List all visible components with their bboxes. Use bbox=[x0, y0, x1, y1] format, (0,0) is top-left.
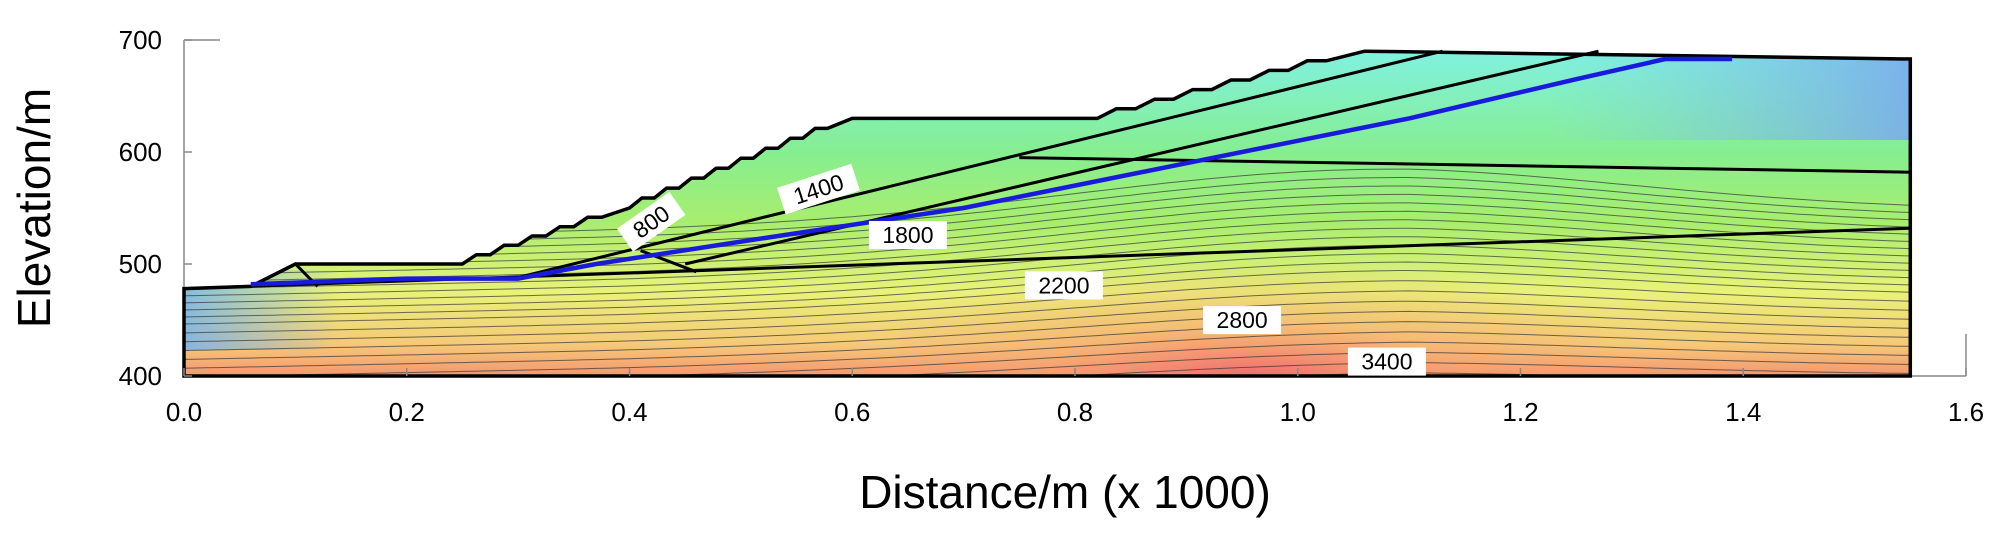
slip-surface-line bbox=[250, 56, 1733, 287]
contour-line bbox=[184, 341, 1911, 376]
stress-field bbox=[184, 51, 1911, 421]
contour-label: 3400 bbox=[1347, 347, 1426, 376]
x-tick-label: 0.4 bbox=[611, 397, 647, 427]
contour-line bbox=[184, 300, 1911, 352]
x-tick-label: 1.0 bbox=[1280, 397, 1316, 427]
contour-label: 1800 bbox=[868, 221, 947, 249]
contour-label-text: 2800 bbox=[1217, 307, 1268, 333]
y-tick-labels: 400 500 600 700 bbox=[119, 25, 192, 391]
contour-label-text: 1800 bbox=[882, 222, 933, 248]
contour-line bbox=[184, 290, 1911, 343]
y-tick-label: 600 bbox=[119, 137, 162, 167]
contour-line bbox=[184, 331, 1911, 376]
contour-label-box bbox=[777, 163, 860, 215]
y-axis-title: Elevation/m bbox=[8, 88, 60, 328]
contour-line bbox=[184, 219, 1911, 283]
contour-label-box bbox=[1024, 271, 1103, 300]
x-tick-label: 0.8 bbox=[1057, 397, 1093, 427]
contour-line bbox=[184, 227, 1911, 290]
contour-label: 2800 bbox=[1203, 306, 1282, 335]
y-tick-label: 500 bbox=[119, 249, 162, 279]
ground-surface-outline bbox=[182, 49, 1913, 378]
contour-line bbox=[184, 351, 1911, 376]
contour-label-box bbox=[1203, 306, 1282, 335]
contour-label: 2200 bbox=[1024, 271, 1103, 300]
contour-line bbox=[184, 210, 1911, 276]
contour-line bbox=[184, 202, 1911, 269]
contour-line bbox=[184, 244, 1911, 304]
contour-label-text: 3400 bbox=[1361, 349, 1412, 375]
contour-label-box bbox=[616, 191, 686, 252]
layer-boundary-line bbox=[517, 49, 1443, 279]
contour-line bbox=[184, 383, 1910, 421]
y-tick-label: 700 bbox=[119, 25, 162, 55]
x-tick-labels: 0.0 0.2 0.4 0.6 0.8 1.0 1.2 1.4 1.6 bbox=[166, 368, 1984, 427]
contour-line bbox=[184, 310, 1911, 360]
x-axis-title: Distance/m (x 1000) bbox=[859, 466, 1271, 518]
field-right-blue bbox=[1550, 51, 1911, 140]
x-tick-label: 1.6 bbox=[1948, 397, 1984, 427]
contour-label-box bbox=[1347, 347, 1426, 376]
x-tick-label: 1.2 bbox=[1502, 397, 1538, 427]
contour-line bbox=[184, 362, 1911, 376]
x-tick-label: 1.4 bbox=[1725, 397, 1761, 427]
contour-line bbox=[184, 321, 1911, 369]
contour-line bbox=[184, 280, 1911, 334]
x-tick-label: 0.6 bbox=[834, 397, 870, 427]
contour-line bbox=[184, 372, 1911, 376]
contour-label-box bbox=[868, 221, 947, 249]
layer-boundary-line bbox=[1019, 156, 1911, 174]
x-tick-label: 0.0 bbox=[166, 397, 202, 427]
x-tick-label: 0.2 bbox=[389, 397, 425, 427]
y-tick-label: 400 bbox=[119, 361, 162, 391]
contour-label-text: 2200 bbox=[1038, 272, 1089, 298]
